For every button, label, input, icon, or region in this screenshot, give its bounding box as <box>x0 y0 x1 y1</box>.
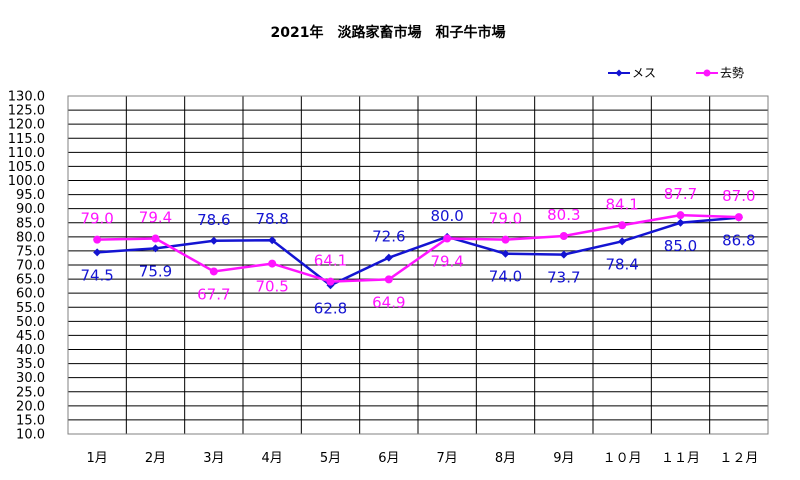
x-tick-label: １０月 <box>603 451 642 466</box>
data-label: 64.9 <box>372 293 405 311</box>
data-point <box>559 250 568 259</box>
data-label: 79.4 <box>139 209 172 227</box>
legend-marker <box>703 69 711 77</box>
data-point <box>676 211 685 220</box>
data-label: 78.8 <box>255 210 288 228</box>
data-label: 79.4 <box>430 253 463 271</box>
data-label: 74.5 <box>80 266 113 284</box>
x-tick-label: 3月 <box>203 451 224 466</box>
data-label: 78.4 <box>605 255 638 273</box>
x-tick-label: 7月 <box>437 451 458 466</box>
data-label: 72.6 <box>372 228 405 246</box>
data-point <box>734 213 743 222</box>
y-tick-label: 95.0 <box>16 188 45 203</box>
y-tick-label: 115.0 <box>8 132 45 147</box>
y-tick-label: 120.0 <box>8 118 45 133</box>
data-label: 84.1 <box>605 195 638 213</box>
data-label: 79.0 <box>80 210 113 228</box>
data-point <box>268 259 277 268</box>
data-point <box>559 231 568 240</box>
y-tick-label: 60.0 <box>16 287 45 302</box>
data-label: 79.0 <box>489 210 522 228</box>
y-tick-label: 100.0 <box>8 174 45 189</box>
data-label: 86.8 <box>722 232 755 250</box>
y-tick-label: 30.0 <box>16 371 45 386</box>
y-tick-label: 105.0 <box>8 160 45 175</box>
y-tick-label: 55.0 <box>16 301 45 316</box>
x-tick-label: １１月 <box>661 451 700 466</box>
x-tick-label: 5月 <box>320 451 341 466</box>
x-tick-label: 8月 <box>495 451 516 466</box>
x-tick-label: 1月 <box>87 451 108 466</box>
x-tick-label: １２月 <box>719 451 758 466</box>
y-tick-label: 125.0 <box>8 104 45 119</box>
x-tick-label: 2月 <box>145 451 166 466</box>
y-tick-label: 130.0 <box>8 90 45 105</box>
y-axis: 10.015.020.025.030.035.040.045.050.055.0… <box>8 90 45 443</box>
plot-area <box>67 95 769 435</box>
data-label: 75.9 <box>139 262 172 280</box>
y-tick-label: 35.0 <box>16 357 45 372</box>
data-label: 87.0 <box>722 187 755 205</box>
y-tick-label: 45.0 <box>16 329 45 344</box>
data-point <box>151 244 160 253</box>
y-tick-label: 110.0 <box>8 146 45 161</box>
x-tick-label: 6月 <box>378 451 399 466</box>
series-line <box>97 216 739 287</box>
data-label: 80.3 <box>547 206 580 224</box>
data-point <box>268 236 277 245</box>
data-label: 73.7 <box>547 269 580 287</box>
data-label: 74.0 <box>489 268 522 286</box>
data-point <box>676 218 685 227</box>
y-tick-label: 20.0 <box>16 399 45 414</box>
y-tick-label: 40.0 <box>16 343 45 358</box>
y-tick-label: 25.0 <box>16 385 45 400</box>
data-label: 85.0 <box>664 237 697 255</box>
y-tick-label: 10.0 <box>16 428 45 443</box>
data-point <box>618 221 627 230</box>
legend-marker <box>615 69 623 77</box>
data-label: 78.6 <box>197 211 230 229</box>
data-point <box>384 253 393 262</box>
data-label: 62.8 <box>314 299 347 317</box>
data-label: 67.7 <box>197 285 230 303</box>
legend: メス 去勢 <box>608 65 744 80</box>
x-tick-label: 4月 <box>262 451 283 466</box>
data-label: 70.5 <box>255 278 288 296</box>
y-tick-label: 85.0 <box>16 216 45 231</box>
y-tick-label: 50.0 <box>16 315 45 330</box>
gridlines <box>68 95 768 435</box>
x-axis: 1月 2月 3月 4月 5月 6月 7月 8月 9月 １０月 １１月 １２月 <box>87 451 759 466</box>
y-tick-label: 65.0 <box>16 273 45 288</box>
chart-title: 2021年 淡路家畜市場 和子牛市場 <box>271 24 506 41</box>
legend-label: 去勢 <box>720 65 744 80</box>
legend-label: メス <box>632 66 656 80</box>
data-point <box>501 235 510 244</box>
data-point <box>151 234 160 243</box>
data-point <box>501 249 510 258</box>
data-point <box>618 237 627 246</box>
data-labels: 74.5 75.9 78.6 78.8 62.8 72.6 80.0 74.0 73.7 78.4… <box>80 185 755 317</box>
data-label: 87.7 <box>664 185 697 203</box>
data-point <box>93 235 102 244</box>
data-point <box>443 234 452 243</box>
data-point <box>326 277 335 286</box>
data-point <box>209 236 218 245</box>
y-tick-label: 80.0 <box>16 230 45 245</box>
y-tick-label: 75.0 <box>16 244 45 259</box>
data-point <box>93 248 102 257</box>
data-point <box>384 275 393 284</box>
y-tick-label: 90.0 <box>16 202 45 217</box>
series-line <box>97 213 739 283</box>
x-tick-label: 9月 <box>553 451 574 466</box>
y-tick-label: 15.0 <box>16 413 45 428</box>
series-layer <box>93 211 743 290</box>
data-label: 64.1 <box>314 252 347 270</box>
data-label: 80.0 <box>430 207 463 225</box>
y-tick-label: 70.0 <box>16 259 45 274</box>
data-point <box>209 267 218 276</box>
